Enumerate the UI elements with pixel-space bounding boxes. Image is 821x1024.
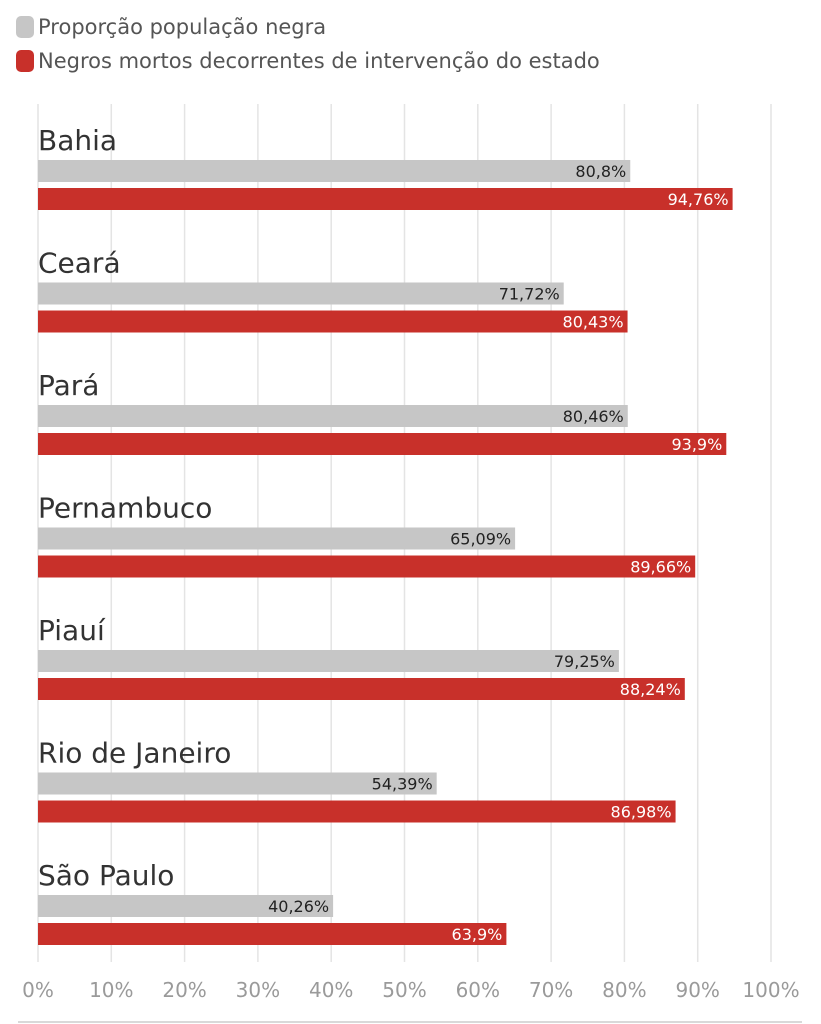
data-label: 93,9% xyxy=(671,435,722,454)
bar-deaths xyxy=(38,433,727,455)
category-label: Pernambuco xyxy=(38,492,212,525)
data-label: 65,09% xyxy=(450,530,511,549)
bar-deaths xyxy=(38,678,685,700)
bar-deaths xyxy=(38,188,733,210)
x-tick-label: 70% xyxy=(529,978,573,1002)
data-label: 40,26% xyxy=(268,897,329,916)
data-label: 63,9% xyxy=(452,925,503,944)
data-label: 54,39% xyxy=(372,775,433,794)
category-label: Piauí xyxy=(38,614,106,647)
bar-deaths xyxy=(38,555,696,578)
bar-population xyxy=(38,527,516,550)
legend-label-population: Proporção população negra xyxy=(38,15,327,39)
legend-label-deaths: Negros mortos decorrentes de intervenção… xyxy=(38,49,600,73)
data-label: 86,98% xyxy=(611,803,672,822)
legend: Proporção população negra Negros mortos … xyxy=(16,10,600,78)
x-tick-label: 50% xyxy=(382,978,426,1002)
bar-deaths xyxy=(38,923,507,945)
x-tick-label: 40% xyxy=(309,978,353,1002)
x-tick-label: 20% xyxy=(162,978,206,1002)
category-label: Ceará xyxy=(38,247,121,280)
x-tick-label: 100% xyxy=(742,978,799,1002)
x-tick-label: 30% xyxy=(236,978,280,1002)
category-label: Rio de Janeiro xyxy=(38,737,231,770)
x-tick-label: 60% xyxy=(456,978,500,1002)
legend-item-deaths: Negros mortos decorrentes de intervenção… xyxy=(16,44,600,78)
bar-population xyxy=(38,772,437,795)
bar-population xyxy=(38,650,619,672)
data-label: 71,72% xyxy=(499,285,560,304)
legend-item-population: Proporção população negra xyxy=(16,10,600,44)
category-label: Bahia xyxy=(38,124,117,157)
bar-deaths xyxy=(38,800,676,823)
data-label: 80,8% xyxy=(575,162,626,181)
x-tick-label: 80% xyxy=(602,978,646,1002)
data-label: 88,24% xyxy=(620,680,681,699)
x-tick-label: 0% xyxy=(22,978,54,1002)
bar-population xyxy=(38,160,631,182)
legend-swatch-population xyxy=(16,16,34,38)
data-label: 80,43% xyxy=(563,313,624,332)
data-label: 79,25% xyxy=(554,652,615,671)
data-label: 89,66% xyxy=(630,558,691,577)
bar-deaths xyxy=(38,310,628,333)
category-label: Pará xyxy=(38,369,99,402)
bar-population xyxy=(38,405,628,427)
category-label: São Paulo xyxy=(38,859,174,892)
bar-population xyxy=(38,282,564,305)
data-label: 94,76% xyxy=(668,190,729,209)
bar-population xyxy=(38,895,334,917)
legend-swatch-deaths xyxy=(16,50,34,72)
x-tick-label: 10% xyxy=(89,978,133,1002)
data-label: 80,46% xyxy=(563,407,624,426)
x-tick-label: 90% xyxy=(675,978,719,1002)
